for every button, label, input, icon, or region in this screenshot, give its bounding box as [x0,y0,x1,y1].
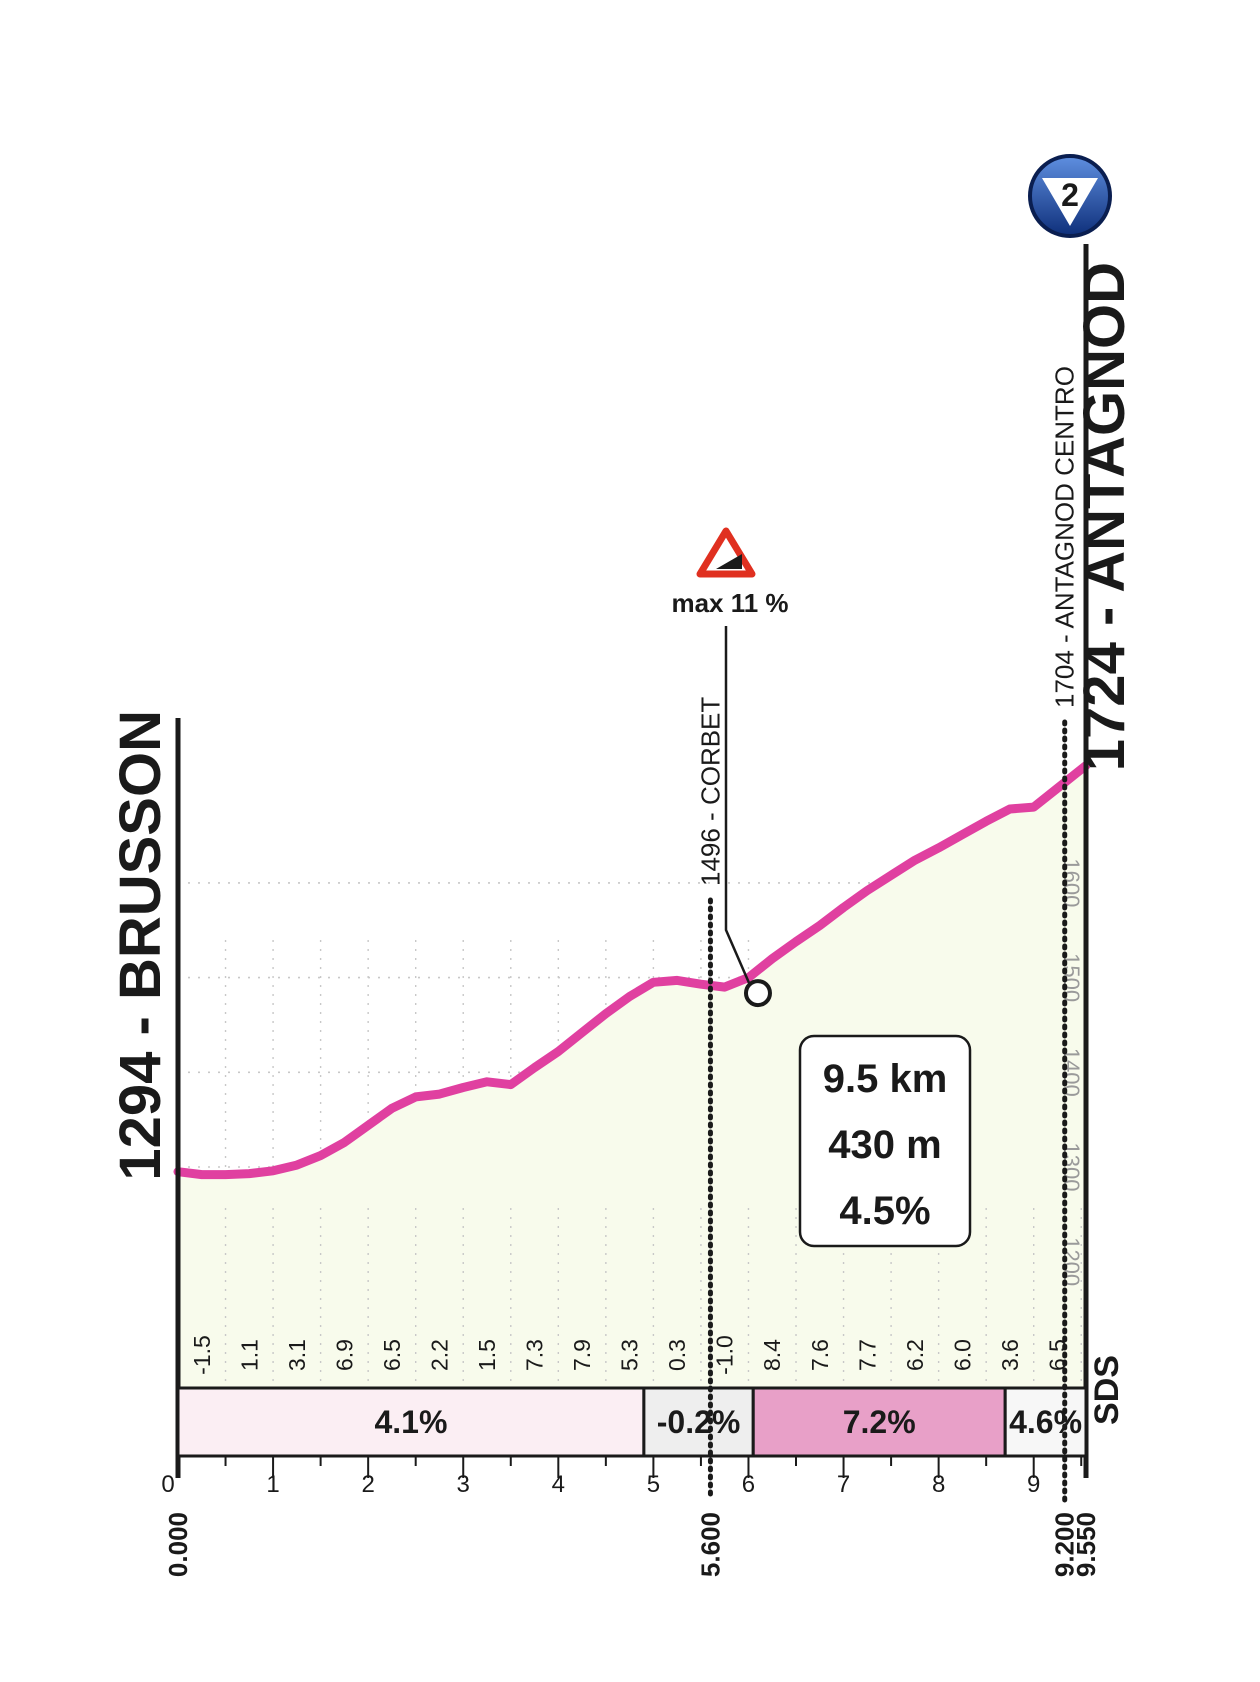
km-ticks: 0 1 2 3 4 5 6 7 8 9 [161,1454,1086,1498]
finish-medal: 2 [1028,154,1112,238]
gradient-bands: 4.1% -0.2% 7.2% 4.6% [176,1386,1088,1458]
km-grade-label: 2.2 [426,1339,452,1371]
medal-number: 2 [1061,177,1079,213]
km-grade-label: 1.1 [236,1339,262,1371]
km-grade-label: 6.9 [331,1339,357,1371]
km-grade-label: 6.5 [379,1339,405,1371]
max-gradient-sign: max 11 % [671,527,789,1008]
steep-wedge-icon [716,554,742,569]
gradient-band [176,1386,646,1458]
gradient-band [751,1386,1007,1458]
gradient-band-label: 4.1% [374,1404,447,1440]
km-grade-label: 3.1 [284,1339,310,1371]
medal-triangle-icon [1042,178,1098,226]
km-grade-label: 1.5 [474,1339,500,1371]
km-grade-label: 7.7 [854,1339,880,1371]
km-grade-label: -1.5 [189,1335,215,1375]
km-grade-label: 5.3 [617,1339,643,1371]
max-gradient-leader [724,626,752,986]
km-tick-label: 0 [161,1471,174,1498]
gradient-band [642,1386,755,1458]
km-tick-label: 4 [552,1471,565,1498]
km-grade-label: 3.6 [997,1339,1023,1371]
km-grade-label: 8.4 [759,1339,785,1371]
km-grade-label: 6.0 [949,1339,975,1371]
km-tick-label: 9 [1027,1471,1040,1498]
km-tick-label: 5 [647,1471,660,1498]
altitude-tick-label: 1300 [1059,1143,1084,1192]
km-grade-label: 7.6 [807,1339,833,1371]
km-tick-label: 8 [932,1471,945,1498]
km-tick-label: 3 [457,1471,470,1498]
km-tick-label: 1 [266,1471,279,1498]
start-distance: 0.000 [163,1512,193,1577]
km-tick-label: 7 [837,1471,850,1498]
gradient-band [1003,1386,1088,1458]
km-grade-label: 0.3 [664,1339,690,1371]
waypoint-label: 1704 - ANTAGNOD CENTRO [1050,366,1080,708]
max-gradient-label: max 11 % [671,588,788,618]
km-grade-label: 6.2 [902,1339,928,1371]
profile-line [173,761,1091,1180]
finish-label: 1724 - ANTAGNOD [1072,262,1137,771]
km-grade-label: 7.9 [569,1339,595,1371]
km-grade-label: -1.0 [712,1335,738,1375]
summary-line: 430 m [828,1123,941,1167]
waypoint-distance: 9.200 [1050,1512,1080,1577]
start-label: 1294 - BRUSSON [108,710,173,1181]
max-gradient-point [743,979,772,1008]
gradient-band-label: 7.2% [843,1404,916,1440]
gradient-band-label: -0.2% [657,1404,741,1440]
gradient-band-label: 4.6% [1009,1404,1082,1440]
km-tick-label: 2 [361,1471,374,1498]
sds-logo: SDS [1088,1355,1126,1425]
summary-line: 4.5% [839,1189,930,1233]
km-grade-label: 7.3 [522,1339,548,1371]
summary-box: 9.5 km 430 m 4.5% [798,1034,972,1248]
waypoints: 1496 - CORBET 5.600 1704 - ANTAGNOD CENTRO… [695,366,1079,1577]
waypoint-label: 1496 - CORBET [695,697,725,886]
endpoint-labels: 1294 - BRUSSON 1724 - ANTAGNOD 0.000 9.550 [108,262,1137,1577]
km-tick-label: 6 [742,1471,755,1498]
summary-line: 9.5 km [823,1057,948,1101]
finish-distance: 9.550 [1071,1512,1101,1577]
waypoint-distance: 5.600 [695,1512,725,1577]
